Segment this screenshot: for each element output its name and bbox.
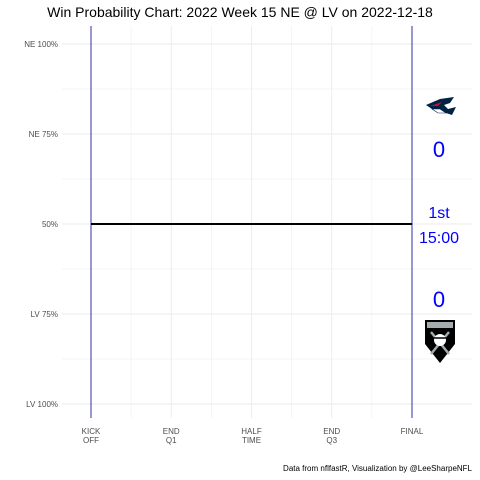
x-tick-label: HALF TIME <box>241 427 262 445</box>
away-score: 0 <box>433 137 445 162</box>
x-tick-line2: OFF <box>83 436 99 445</box>
x-tick-label: END Q3 <box>323 427 340 445</box>
x-tick-line2: TIME <box>242 436 261 445</box>
chart-caption: Data from nflfastR, Visualization by @Le… <box>283 464 473 473</box>
x-tick-line1: KICK <box>82 427 101 436</box>
x-tick-line2: Q1 <box>166 436 177 445</box>
x-tick-label: KICK OFF <box>82 427 101 445</box>
x-tick-label: FINAL <box>401 427 424 436</box>
game-quarter: 1st <box>428 205 450 222</box>
raiders-logo-icon <box>425 320 455 363</box>
grid-layer <box>62 26 472 418</box>
chart-title: Win Probability Chart: 2022 Week 15 NE @… <box>47 4 433 20</box>
home-score: 0 <box>433 287 445 312</box>
x-tick-label: END Q1 <box>163 427 180 445</box>
y-tick-label: LV 75% <box>31 310 58 319</box>
y-tick-label: 50% <box>42 220 58 229</box>
y-tick-label: LV 100% <box>26 400 58 409</box>
x-tick-line1: FINAL <box>401 427 424 436</box>
y-tick-label: NE 100% <box>24 40 58 49</box>
x-tick-line2: Q3 <box>326 436 337 445</box>
y-tick-layer: NE 100% NE 75% 50% LV 75% LV 100% <box>24 40 58 409</box>
x-tick-line1: END <box>163 427 180 436</box>
x-tick-line1: END <box>323 427 340 436</box>
vline-layer <box>90 26 413 418</box>
x-tick-line1: HALF <box>241 427 262 436</box>
patriots-logo-icon <box>426 97 456 115</box>
game-clock: 15:00 <box>419 230 459 247</box>
y-tick-label: NE 75% <box>29 130 58 139</box>
